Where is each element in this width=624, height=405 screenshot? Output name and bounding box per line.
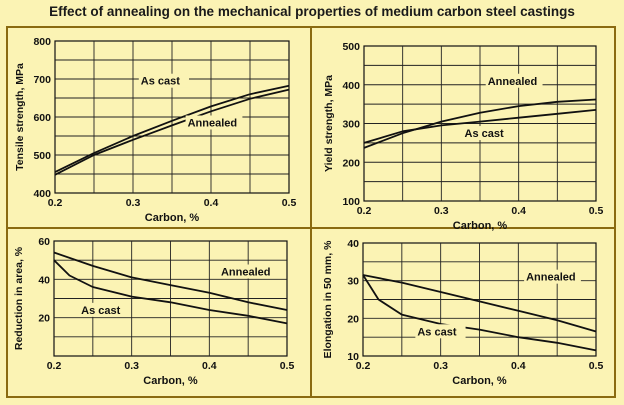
x-tick-label: 0.3: [126, 197, 141, 209]
annotation-background: [462, 126, 513, 141]
series-line-1: [54, 88, 290, 176]
y-tick-label: 500: [33, 150, 51, 162]
x-tick-label: 0.5: [282, 197, 297, 209]
y-axis-label: Elongation in 50 mm, %: [322, 240, 334, 359]
annotation-background: [415, 324, 466, 339]
y-axis-label: Reduction in area, %: [13, 246, 25, 350]
y-tick-label: 500: [342, 41, 360, 53]
x-tick-label: 0.4: [202, 360, 217, 372]
series-line-0: [363, 98, 597, 149]
series-annotation: As cast: [417, 326, 456, 338]
series-line-1: [362, 274, 597, 352]
x-tick-label: 0.4: [204, 197, 219, 209]
x-tick-label: 0.5: [280, 360, 295, 372]
x-tick-label: 0.3: [433, 360, 448, 372]
chart-2: 0.2 0.3 0.4 0.5 20 40 60 Carbon, % Reduction in …: [13, 236, 294, 387]
series-annotation: As cast: [465, 128, 504, 140]
series-annotation: Annealed: [221, 267, 271, 279]
x-axis-label: Carbon, %: [145, 212, 200, 224]
y-tick-label: 700: [33, 74, 51, 86]
x-tick-label: 0.4: [511, 360, 526, 372]
series-line-1: [53, 259, 288, 325]
y-tick-label: 60: [38, 236, 50, 248]
x-tick-label: 0.3: [434, 205, 449, 217]
x-axis-label: Carbon, %: [453, 220, 508, 232]
y-tick-label: 20: [38, 313, 50, 325]
y-tick-label: 200: [342, 157, 360, 169]
chart-3: 0.2 0.3 0.4 0.5 10 20 30 40 Carbon, % Elongation …: [322, 238, 603, 387]
x-tick-label: 0.5: [589, 205, 604, 217]
x-axis-label: Carbon, %: [143, 375, 198, 387]
y-tick-label: 10: [347, 351, 359, 363]
annotation-background: [138, 73, 189, 88]
series-annotation: As cast: [81, 305, 120, 317]
annotation-background: [218, 264, 276, 279]
y-tick-label: 300: [342, 119, 360, 131]
series-line-0: [362, 274, 597, 333]
panel-divider-vertical: [310, 26, 312, 398]
series-line-0: [54, 84, 290, 173]
x-tick-label: 0.4: [511, 205, 526, 217]
y-tick-label: 30: [347, 276, 359, 288]
annotation-background: [185, 115, 243, 130]
series-line-0: [53, 251, 288, 311]
annotation-background: [79, 302, 130, 317]
x-tick-label: 0.2: [356, 360, 371, 372]
y-tick-label: 100: [342, 196, 360, 208]
x-tick-label: 0.2: [47, 360, 62, 372]
chart-0: 0.2 0.3 0.4 0.5 400 500 600 700 800 Carbon, % Tens…: [14, 36, 296, 224]
series-annotation: Annealed: [526, 272, 576, 284]
y-tick-label: 20: [347, 313, 359, 325]
series-line-1: [363, 109, 597, 144]
chart-1: 0.2 0.3 0.4 0.5 100 200 300 400 500 Carbon, % Yiel…: [323, 41, 603, 232]
series-annotation: As cast: [141, 76, 180, 88]
y-tick-label: 600: [33, 112, 51, 124]
y-tick-label: 400: [33, 188, 51, 200]
x-tick-label: 0.5: [589, 360, 604, 372]
y-tick-label: 400: [342, 80, 360, 92]
annotation-background: [524, 269, 581, 284]
series-annotation: Annealed: [488, 76, 538, 88]
figure-title: Effect of annealing on the mechanical pr…: [49, 4, 575, 19]
series-annotation: Annealed: [188, 118, 238, 130]
y-tick-label: 40: [38, 274, 50, 286]
y-axis-label: Yield strength, MPa: [323, 75, 335, 172]
y-tick-label: 800: [33, 36, 51, 48]
x-axis-label: Carbon, %: [452, 375, 507, 387]
y-axis-label: Tensile strength, MPa: [14, 63, 26, 171]
annotation-background: [485, 73, 543, 88]
panel-divider-horizontal: [6, 227, 616, 229]
x-tick-label: 0.3: [124, 360, 139, 372]
x-tick-label: 0.2: [357, 205, 372, 217]
x-tick-label: 0.2: [48, 197, 63, 209]
y-tick-label: 40: [347, 238, 359, 250]
